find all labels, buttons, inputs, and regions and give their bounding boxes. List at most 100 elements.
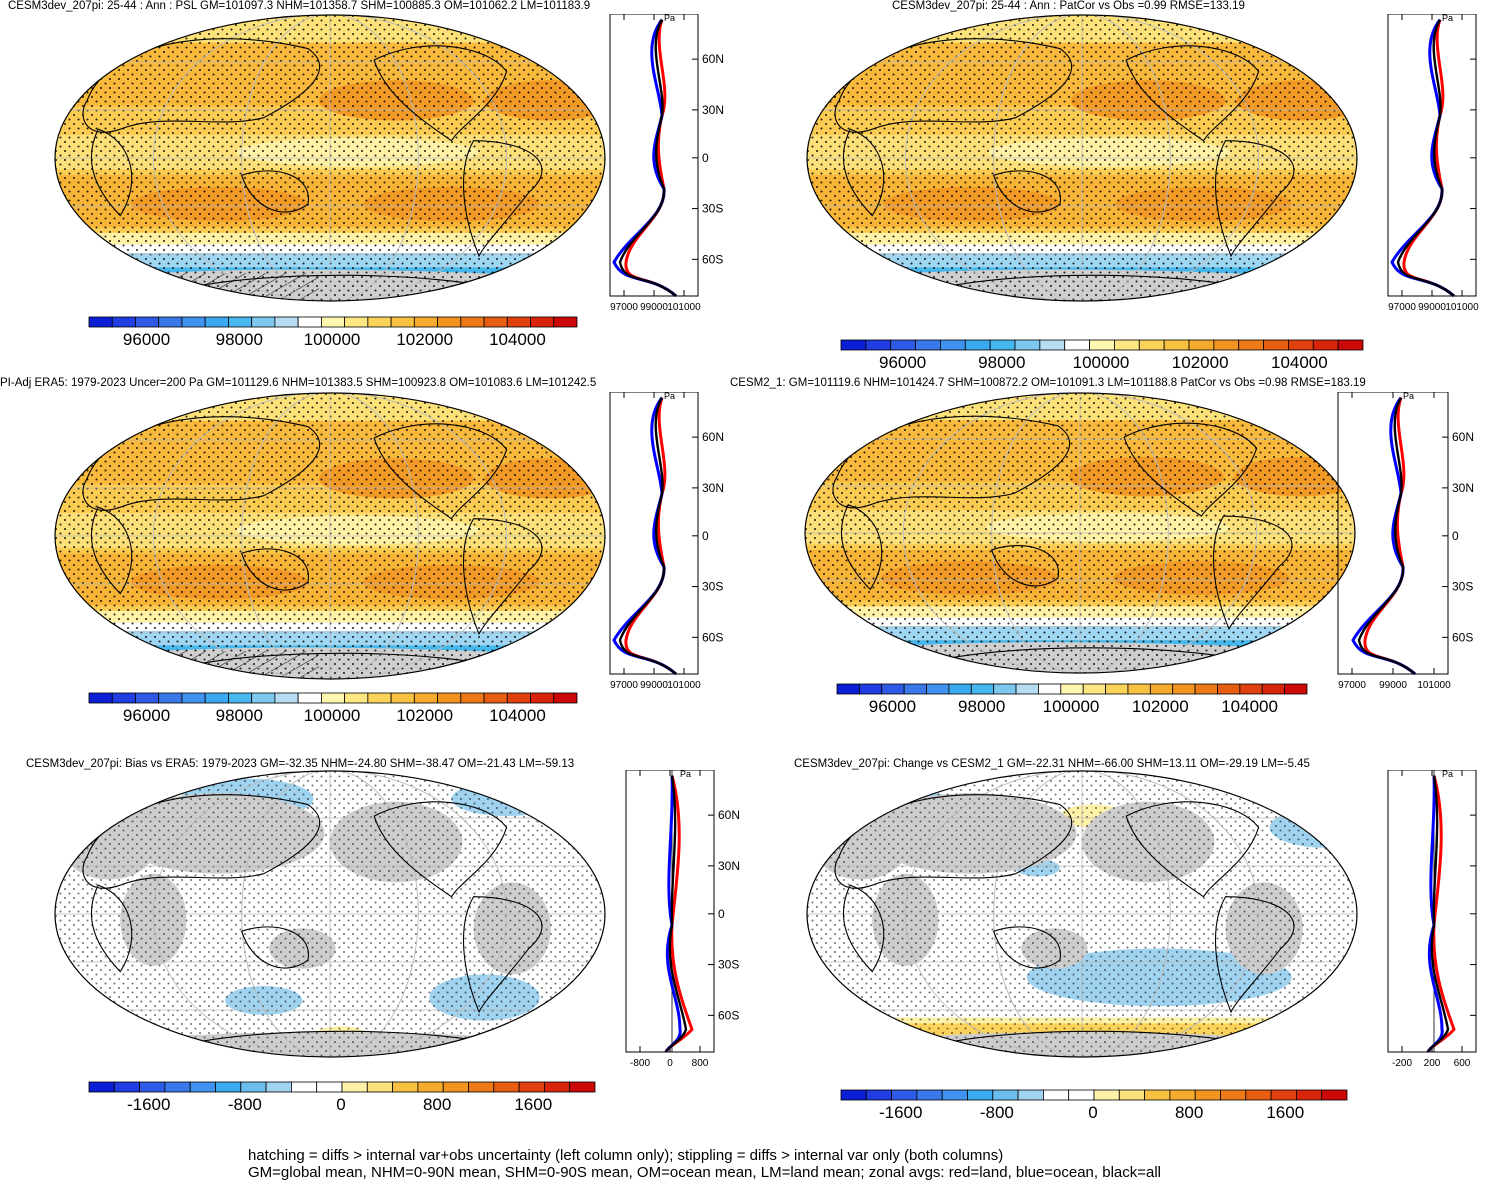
- colorbar-swatch: [483, 316, 508, 328]
- colorbar-swatch: [881, 683, 905, 695]
- colorbar-swatch: [1105, 683, 1129, 695]
- zonal-all-line: [1396, 19, 1455, 297]
- colorbar-swatch: [916, 1089, 943, 1101]
- colorbar-tick-label: 96000: [868, 697, 917, 716]
- colorbar-swatch: [437, 316, 462, 328]
- colorbar-tick-label: 98000: [215, 706, 263, 725]
- zonal-unit: Pa: [1442, 14, 1453, 23]
- zonal-all-line: [618, 397, 677, 675]
- zonal-x-tick: 97000: [610, 680, 638, 691]
- colorbar-swatch: [506, 692, 531, 704]
- colorbar-swatch: [113, 1081, 140, 1093]
- zonal-lat-label: 30N: [718, 859, 740, 873]
- zonal-frame: [609, 14, 699, 297]
- panel-title: CESM3dev_207pi: 25-44 : Ann : PatCor vs …: [892, 0, 1245, 12]
- colorbar-labels: -1600 -800 0 800 1600: [840, 1103, 1346, 1125]
- colorbar-labels: 96000 98000 100000 102000 104000: [88, 706, 576, 728]
- colorbar-swatch: [111, 692, 136, 704]
- colorbar-tick-label: 100000: [1072, 353, 1130, 372]
- colorbar-swatch: [1118, 1089, 1145, 1101]
- colorbar-tick-label: 800: [422, 1095, 452, 1114]
- colorbar-tick-label: 100000: [1042, 697, 1100, 716]
- colorbar-swatch: [483, 692, 508, 704]
- colorbar-swatch: [1042, 1089, 1070, 1101]
- colorbar-swatch: [390, 316, 415, 328]
- zonal-frame: [1387, 770, 1477, 1053]
- colorbar-swatch: [903, 683, 927, 695]
- zonal-average-plot: 60N 30N 0 30S 60S -800 0 800 Pa: [620, 770, 776, 1078]
- colorbar-swatch: [992, 1089, 1019, 1101]
- colorbar-swatch: [1015, 683, 1039, 695]
- colorbar-swatch: [1295, 1089, 1323, 1101]
- colorbar-tick-label: 102000: [396, 330, 454, 349]
- zonal-all-line: [1426, 775, 1450, 1053]
- colorbar-labels: 96000 98000 100000 102000 104000: [840, 353, 1362, 375]
- colorbar-swatch: [989, 339, 1016, 351]
- zonal-x-tick: 0: [667, 1058, 673, 1069]
- colorbar-swatch: [1172, 683, 1196, 695]
- colorbar-tick-label: 102000: [1131, 697, 1189, 716]
- zonal-x-tick: 99000: [1379, 680, 1407, 691]
- zonal-x-tick: 97000: [1388, 302, 1416, 313]
- panel-title: PI-Adj ERA5: 1979-2023 Uncer=200 Pa GM=1…: [0, 377, 597, 389]
- colorbar-tick-label: 102000: [1171, 353, 1229, 372]
- zonal-frame: [1387, 14, 1477, 297]
- colorbar-swatch: [543, 1081, 571, 1093]
- zonal-lat-label: 60N: [702, 52, 724, 66]
- colorbar-swatch: [265, 1081, 292, 1093]
- colorbar-tick-label: -800: [979, 1103, 1014, 1122]
- colorbar-swatch: [158, 316, 183, 328]
- colorbar-swatch: [1288, 339, 1314, 351]
- colorbar-swatch: [865, 339, 892, 351]
- colorbar-swatch: [553, 316, 578, 328]
- colorbar-tick-label: 102000: [396, 706, 454, 725]
- colorbar-swatch: [290, 1081, 318, 1093]
- zonal-average-plot: 60N 30N 0 30S 60S 97000 99000 101000 Pa: [1320, 392, 1500, 700]
- colorbar-swatch: [1138, 339, 1165, 351]
- colorbar-swatch: [926, 683, 950, 695]
- colorbar-swatch: [1014, 339, 1041, 351]
- colorbar-swatch: [204, 692, 229, 704]
- colorbar-swatch: [1114, 339, 1140, 351]
- zonal-x-tick: 97000: [1338, 680, 1366, 691]
- zonal-land-line: [664, 775, 694, 1053]
- colorbar-swatch: [111, 316, 136, 328]
- colorbar-swatch: [367, 692, 392, 704]
- colorbar-swatch: [413, 316, 438, 328]
- zonal-lat-label: 0: [1452, 529, 1459, 543]
- colorbar-swatch: [1261, 683, 1286, 695]
- colorbar-tick-label: 100000: [303, 706, 361, 725]
- colorbar-tick-label: 1600: [1266, 1103, 1305, 1122]
- colorbar-swatch: [460, 692, 485, 704]
- zonal-x-tick: 97000: [610, 302, 638, 313]
- colorbar-swatch: [297, 692, 322, 704]
- colorbar-swatch: [993, 683, 1017, 695]
- zonal-x-tick: 99000: [640, 680, 668, 691]
- colorbar-swatch: [1169, 1089, 1196, 1101]
- colorbar-swatch: [1163, 339, 1190, 351]
- zonal-unit: Pa: [664, 14, 675, 23]
- colorbar-labels: 96000 98000 100000 102000 104000: [836, 697, 1306, 719]
- colorbar-tick-label: 96000: [122, 706, 171, 725]
- colorbar-swatch: [228, 316, 253, 328]
- colorbar-swatch: [518, 1081, 545, 1093]
- colorbar-swatch: [88, 1081, 115, 1093]
- colorbar-tick-label: 98000: [958, 697, 1006, 716]
- colorbar-swatch: [413, 692, 438, 704]
- colorbar-swatch: [836, 683, 860, 695]
- colorbar-swatch: [1149, 683, 1174, 695]
- colorbar-swatch: [970, 683, 995, 695]
- colorbar-swatch: [460, 316, 485, 328]
- colorbar-swatch: [1093, 1089, 1120, 1101]
- colorbar: -1600 -800 0 800 1600: [88, 1081, 596, 1114]
- colorbar-tick-label: 98000: [215, 330, 263, 349]
- colorbar-swatch: [437, 692, 462, 704]
- colorbar-swatch: [468, 1081, 495, 1093]
- global-map: [54, 770, 606, 1058]
- zonal-frame: [1337, 392, 1449, 675]
- colorbar-swatch: [1144, 1089, 1171, 1101]
- zonal-lat-label: 30S: [702, 580, 723, 594]
- colorbar-tick-label: 0: [336, 1095, 346, 1114]
- colorbar-swatch: [417, 1081, 444, 1093]
- colorbar-swatch: [1220, 1089, 1247, 1101]
